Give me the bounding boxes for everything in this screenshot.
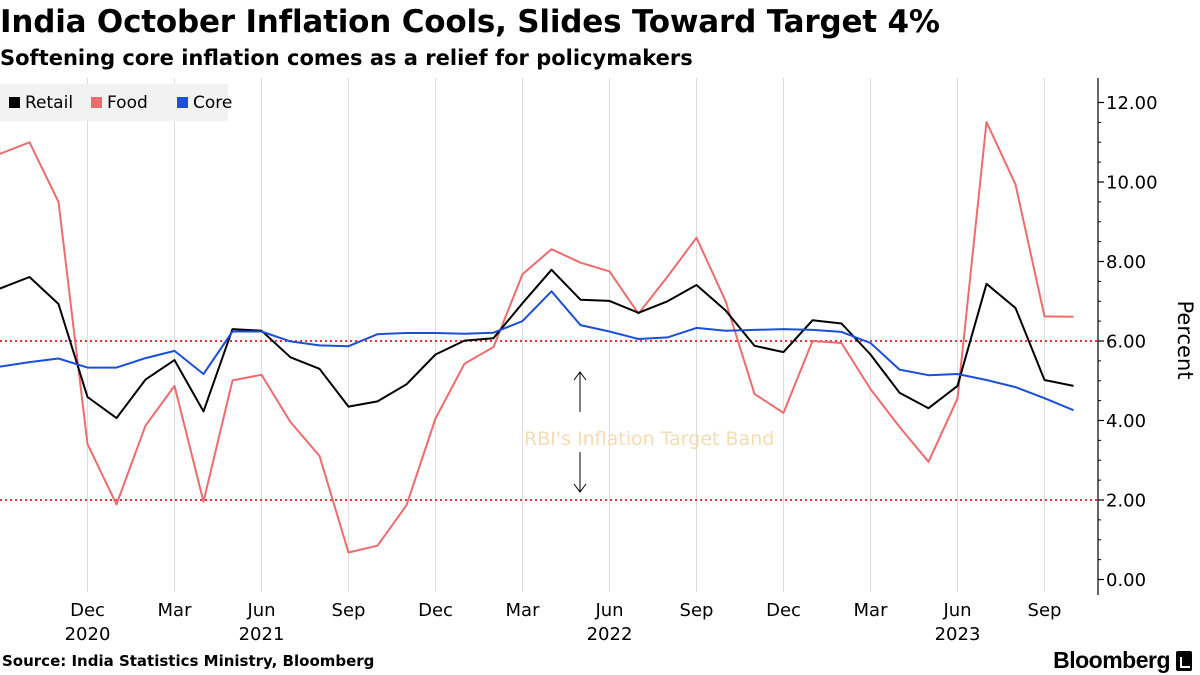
legend-swatch-core [177,97,188,108]
series-line-core [0,290,1074,412]
series-line-food [0,121,1074,554]
y-tick-label: 4.00 [1106,411,1146,432]
y-tick-label: 2.00 [1106,491,1146,512]
legend-label-retail: Retail [25,93,73,113]
x-tick-label: Mar [854,600,889,621]
legend-label-core: Core [193,93,232,113]
x-tick-label: Jun [246,600,275,621]
bloomberg-terminal-icon [1176,650,1192,671]
x-tick-label: Jun [942,600,971,621]
grid-layer [87,78,1045,592]
band-arrowhead-up [573,371,587,381]
x-tick-label: Dec [766,600,801,621]
target-band-layer: RBI's Inflation Target Band [0,340,1098,501]
x-tick-label: Dec [418,600,453,621]
y-tick-label: 12.00 [1106,93,1158,114]
x-tick-label: Mar [158,600,193,621]
x-tick-label: Sep [332,600,366,621]
x-tick-label: Mar [506,600,541,621]
y-axis-title: Percent [1173,300,1197,379]
x-tick-label: Jun [594,600,623,621]
y-tick-label: 8.00 [1106,252,1146,273]
legend-label-food: Food [107,93,148,113]
x-year-label: 2022 [587,624,633,645]
x-year-label: 2020 [65,624,111,645]
x-year-label: 2021 [239,624,285,645]
axis-layer: 0.00 2.00 4.00 6.00 8.00 10.00 12.00 Percent Dec… [65,78,1197,645]
legend-swatch-retail [9,97,20,108]
brand-name: Bloomberg [1053,647,1170,673]
legend: Retail Food Core [0,84,232,121]
series-layer [0,121,1074,554]
y-tick-label: 6.00 [1106,332,1146,353]
chart-title: India October Inflation Cools, Slides To… [0,4,940,40]
series-line-retail [0,268,1074,420]
legend-background [0,84,228,121]
x-tick-label: Sep [680,600,714,621]
band-arrowhead-down [573,483,587,493]
brand-logo: Bloomberg [1053,647,1192,674]
chart-subtitle: Softening core inflation comes as a reli… [0,46,693,70]
x-year-label: 2023 [935,624,981,645]
x-tick-label: Sep [1028,600,1062,621]
legend-swatch-food [91,97,102,108]
y-tick-label: 10.00 [1106,173,1158,194]
y-tick-label: 0.00 [1106,570,1146,591]
x-tick-label: Dec [70,600,105,621]
source-note: Source: India Statistics Ministry, Bloom… [2,652,375,670]
band-label: RBI's Inflation Target Band [524,428,774,450]
